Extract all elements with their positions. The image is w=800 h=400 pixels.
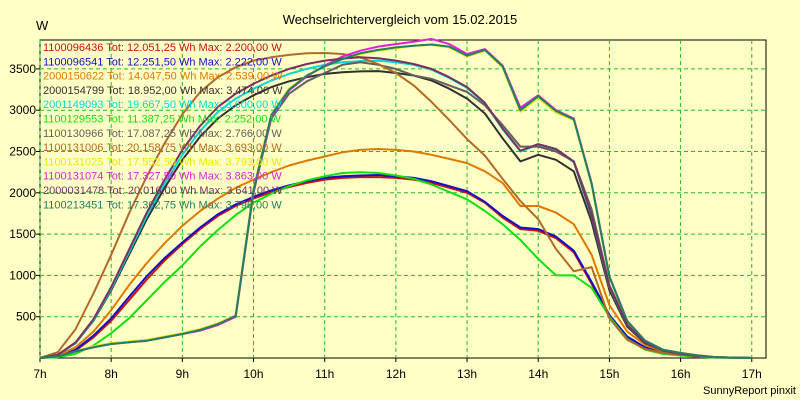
series-lines bbox=[39, 37, 752, 359]
series-line-2000150622 bbox=[39, 148, 752, 359]
legend-entry-2001149093: 2001149093 Tot: 19.667,50 Wh Max: 3.600,… bbox=[43, 99, 282, 111]
x-tick-label: 8h bbox=[104, 367, 117, 381]
series-line-2000031478 bbox=[39, 56, 752, 359]
legend-entry-1100096541: 1100096541 Tot: 12.251,50 Wh Max: 2.222,… bbox=[43, 56, 282, 68]
legend-entry-2000154799: 2000154799 Tot: 18.952,00 Wh Max: 3.474,… bbox=[43, 85, 283, 97]
chart-title: Wechselrichtervergleich vom 15.02.2015 bbox=[283, 12, 518, 27]
x-tick-label: 7h bbox=[33, 367, 46, 381]
y-tick-label: 2000 bbox=[9, 186, 36, 200]
x-tick-label: 14h bbox=[528, 367, 548, 381]
plot-area bbox=[39, 39, 767, 359]
x-tick-label: 12h bbox=[386, 367, 406, 381]
x-axis: 7h 8h 9h 10h 11h 12h 13h 14h 15h 16h 17h bbox=[33, 358, 762, 381]
series-line-1100131006 bbox=[39, 52, 752, 359]
legend-entry-2000031478: 2000031478 Tot: 20.016,00 Wh Max: 3.641,… bbox=[43, 185, 283, 197]
y-axis: 500 1000 1500 2000 2500 3000 3500 bbox=[9, 62, 40, 324]
legend-entry-1100129553: 1100129553 Tot: 11.387,25 Wh Max: 2.252,… bbox=[43, 114, 282, 126]
grid-lines bbox=[39, 40, 766, 358]
x-tick-label: 13h bbox=[457, 367, 477, 381]
x-tick-label: 11h bbox=[315, 367, 334, 381]
legend-entry-2000150622: 2000150622 Tot: 14.047,50 Wh Max: 2.539,… bbox=[43, 71, 283, 83]
legend: 1100096436 Tot: 12.051,25 Wh Max: 2.200,… bbox=[43, 42, 283, 211]
y-tick-label: 1000 bbox=[9, 268, 36, 282]
x-tick-label: 17h bbox=[742, 367, 762, 381]
x-tick-label: 9h bbox=[176, 367, 189, 381]
y-tick-label: 3000 bbox=[9, 103, 36, 117]
legend-entry-1100131025: 1100131025 Tot: 17.552,50 Wh Max: 3.793,… bbox=[43, 156, 282, 168]
legend-entry-1100130966: 1100130966 Tot: 17.087,25 Wh Max: 2.766,… bbox=[43, 128, 282, 140]
legend-entry-1100096436: 1100096436 Tot: 12.051,25 Wh Max: 2.200,… bbox=[43, 42, 282, 54]
footer-credit: SunnyReport pinxit bbox=[703, 385, 796, 397]
x-tick-label: 16h bbox=[671, 367, 691, 381]
y-tick-label: 2500 bbox=[9, 145, 36, 159]
y-tick-label: 1500 bbox=[9, 227, 36, 241]
x-tick-label: 10h bbox=[244, 367, 264, 381]
legend-entry-1100131006: 1100131006 Tot: 20.158,75 Wh Max: 3.693,… bbox=[43, 142, 282, 154]
series-line-1100213451 bbox=[39, 43, 752, 359]
x-tick-label: 15h bbox=[599, 367, 619, 381]
y-tick-label: 3500 bbox=[9, 62, 36, 76]
y-tick-label: 500 bbox=[16, 310, 36, 324]
legend-entry-1100131074: 1100131074 Tot: 17.327,50 Wh Max: 3.863,… bbox=[43, 171, 282, 183]
legend-entry-1100213451: 1100213451 Tot: 17.302,75 Wh Max: 3.796,… bbox=[43, 199, 282, 211]
y-axis-unit: W bbox=[36, 18, 49, 33]
